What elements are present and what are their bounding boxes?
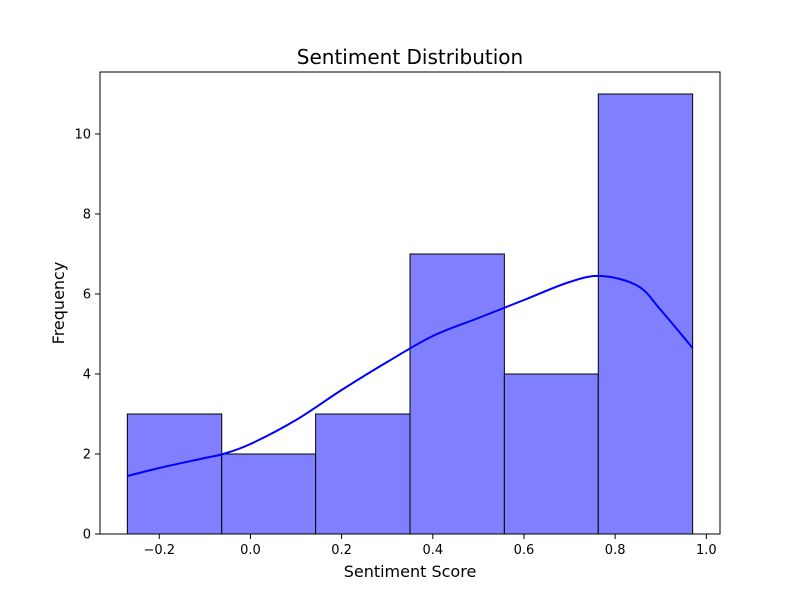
- x-axis-label: Sentiment Score: [344, 562, 477, 581]
- histogram-bar-6: [597, 93, 694, 535]
- x-tick-label: 0.2: [331, 543, 352, 558]
- y-tick-label: 10: [74, 128, 91, 143]
- histogram-bar-3: [315, 413, 411, 535]
- histogram-bar-1: [126, 413, 223, 535]
- plot-frame: [99, 71, 721, 535]
- x-tick-label: 0.8: [605, 543, 626, 558]
- x-tick-label: 0.6: [514, 543, 535, 558]
- y-tick-label: 4: [83, 368, 91, 383]
- y-tick-label: 8: [83, 208, 91, 223]
- x-tick-label: −0.2: [143, 543, 175, 558]
- kde-line: [127, 274, 694, 477]
- y-axis-label: Frequency: [49, 262, 68, 345]
- histogram-bar-2: [221, 453, 317, 535]
- chart-title: Sentiment Distribution: [297, 45, 523, 69]
- histogram-bar-5: [503, 373, 599, 535]
- y-tick-label: 6: [83, 288, 91, 303]
- y-tick-label: 2: [83, 448, 91, 463]
- x-tick-label: 1.0: [696, 543, 717, 558]
- bars-layer: [126, 93, 694, 535]
- histogram-bar-4: [409, 253, 505, 535]
- x-tick-label: 0.0: [240, 543, 261, 558]
- y-ticks-layer: 0 2 4 6 8 10: [74, 128, 100, 543]
- x-tick-label: 0.4: [422, 543, 443, 558]
- y-tick-label: 0: [83, 528, 91, 543]
- x-ticks-layer: −0.2 0.0 0.2 0.4 0.6 0.8 1.0: [143, 534, 717, 558]
